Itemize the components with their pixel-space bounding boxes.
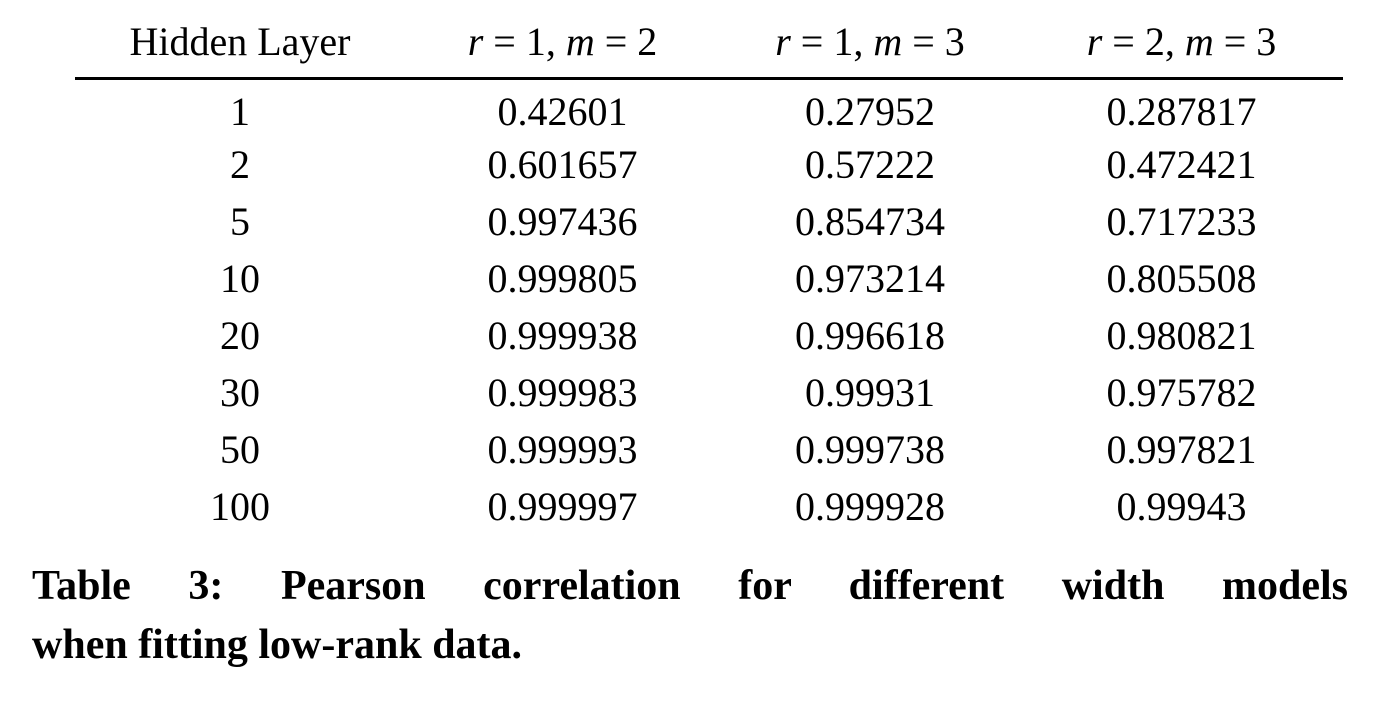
- hidden-layer-cell: 2: [230, 141, 250, 187]
- table-row: 1 0.42601 0.27952 0.287817: [75, 79, 1343, 136]
- value-cell: 0.99931: [805, 369, 935, 415]
- value-cell: 0.472421: [1106, 141, 1257, 187]
- hidden-layer-cell: 1: [230, 89, 250, 135]
- hidden-layer-cell: 50: [220, 426, 260, 472]
- value-cell: 0.805508: [1106, 255, 1257, 301]
- math-var-m: m: [873, 19, 903, 64]
- table-row: 2 0.601657 0.57222 0.472421: [75, 136, 1343, 193]
- header-r2-m3: r = 2, m = 3: [1020, 16, 1343, 80]
- table-row: 100 0.999997 0.999928 0.99943: [75, 478, 1343, 535]
- math-var-r: r: [1086, 19, 1103, 64]
- value-cell: 0.999928: [795, 483, 945, 529]
- math-text: = 1,: [790, 19, 874, 64]
- header-r1-m2: r = 1, m = 2: [405, 16, 720, 80]
- value-cell: 0.717233: [1106, 198, 1257, 244]
- table-row: 50 0.999993 0.999738 0.997821: [75, 421, 1343, 478]
- value-cell: 0.996618: [795, 312, 945, 358]
- header-row: Hidden Layer r = 1, m = 2 r = 1, m = 3 r…: [75, 16, 1343, 80]
- table-row: 30 0.999983 0.99931 0.975782: [75, 364, 1343, 421]
- table-row: 5 0.997436 0.854734 0.717233: [75, 193, 1343, 250]
- value-cell: 0.999805: [487, 255, 638, 301]
- value-cell: 0.57222: [805, 141, 935, 187]
- value-cell: 0.999938: [487, 312, 638, 358]
- table-row: 20 0.999938 0.996618 0.980821: [75, 307, 1343, 364]
- value-cell: 0.980821: [1106, 312, 1257, 358]
- value-cell: 0.99943: [1116, 483, 1247, 529]
- value-cell: 0.973214: [795, 255, 945, 301]
- table-row: 10 0.999805 0.973214 0.805508: [75, 250, 1343, 307]
- pearson-correlation-table: Hidden Layer r = 1, m = 2 r = 1, m = 3 r…: [75, 16, 1343, 535]
- math-var-r: r: [467, 19, 484, 64]
- value-cell: 0.854734: [795, 198, 945, 244]
- value-cell: 0.27952: [805, 89, 935, 135]
- math-text: = 2,: [1102, 19, 1185, 64]
- value-cell: 0.601657: [487, 141, 638, 187]
- value-cell: 0.287817: [1106, 89, 1257, 135]
- math-text: = 2: [594, 19, 658, 64]
- hidden-layer-cell: 10: [220, 255, 260, 301]
- hidden-layer-cell: 20: [220, 312, 260, 358]
- value-cell: 0.975782: [1106, 369, 1257, 415]
- table-header: Hidden Layer r = 1, m = 2 r = 1, m = 3 r…: [75, 16, 1343, 80]
- value-cell: 0.997436: [487, 198, 638, 244]
- caption-line-1: Table 3: Pearson correlation for differe…: [32, 562, 1348, 609]
- value-cell: 0.997821: [1106, 426, 1257, 472]
- math-text: = 3: [902, 19, 965, 64]
- math-var-m: m: [565, 19, 595, 64]
- hidden-layer-cell: 5: [230, 198, 250, 244]
- value-cell: 0.42601: [497, 89, 628, 135]
- value-cell: 0.999738: [795, 426, 945, 472]
- table-body: 1 0.42601 0.27952 0.287817 2 0.601657 0.…: [75, 79, 1343, 535]
- caption-line-2: when fitting low-rank data.: [32, 622, 523, 669]
- value-cell: 0.999993: [487, 426, 638, 472]
- value-cell: 0.999997: [487, 483, 638, 529]
- hidden-layer-cell: 100: [210, 483, 270, 529]
- math-var-m: m: [1184, 19, 1214, 64]
- math-var-r: r: [775, 19, 791, 64]
- hidden-layer-cell: 30: [220, 369, 260, 415]
- header-hidden-layer: Hidden Layer: [75, 16, 405, 80]
- math-text: = 3: [1213, 19, 1277, 64]
- table-caption: Table 3: Pearson correlation for differe…: [32, 557, 1348, 676]
- header-r1-m3: r = 1, m = 3: [720, 16, 1020, 80]
- math-text: = 1,: [483, 19, 566, 64]
- value-cell: 0.999983: [487, 369, 638, 415]
- table-figure: Hidden Layer r = 1, m = 2 r = 1, m = 3 r…: [32, 16, 1348, 676]
